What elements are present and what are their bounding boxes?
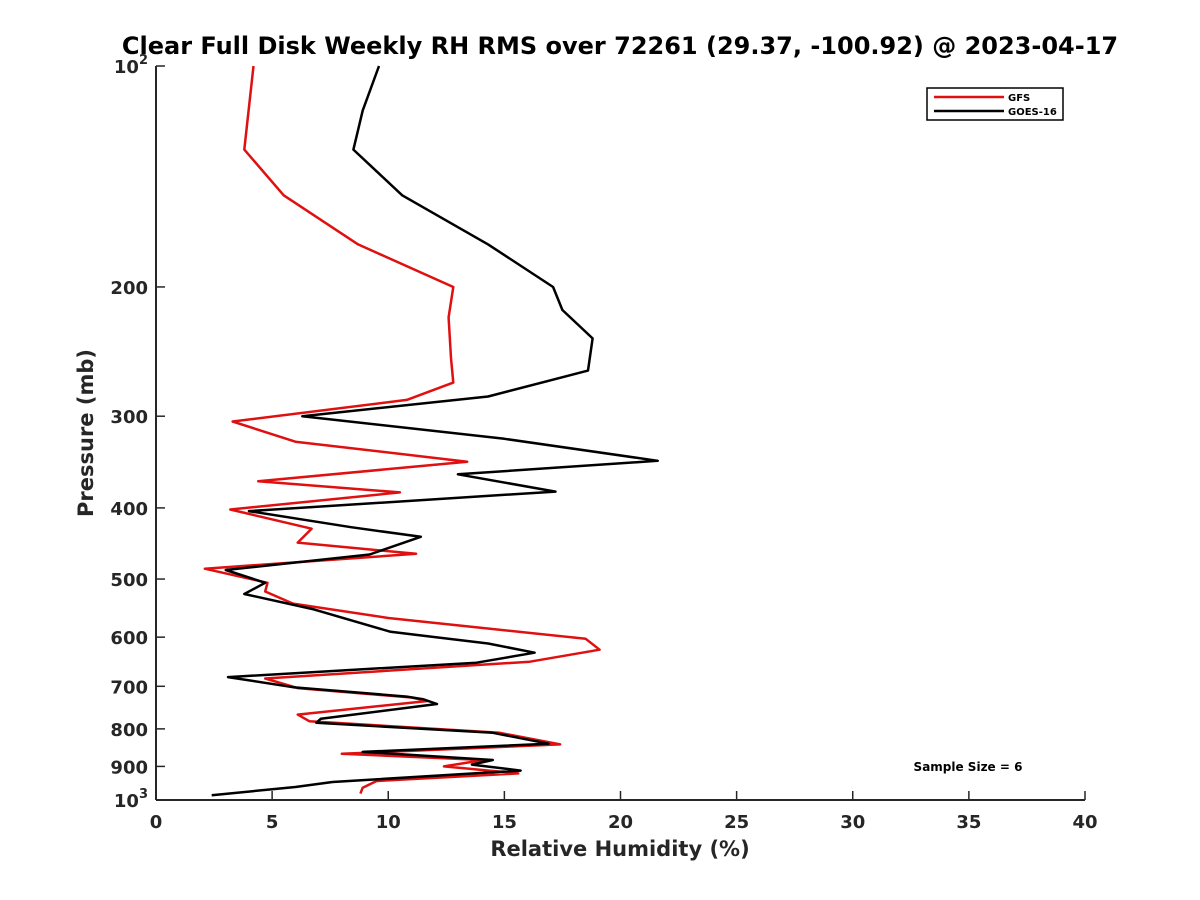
x-tick-label: 25 [724, 812, 749, 833]
x-tick-label: 10 [376, 812, 401, 833]
legend: GFS GOES-16 [926, 87, 1064, 121]
y-tick-label-exponent: 3 [139, 787, 148, 802]
y-tick-label-base: 900 [110, 757, 148, 778]
y-tick-label-base: 500 [110, 570, 148, 591]
y-tick-label: 600 [110, 628, 148, 649]
series-line-goes-16 [211, 65, 659, 797]
y-tick-label: 300 [110, 407, 148, 428]
legend-label-goes-16: GOES-16 [1008, 107, 1057, 118]
y-tick-label: 400 [110, 499, 148, 520]
y-tick-label-base: 700 [110, 677, 148, 698]
x-tick-label: 0 [150, 812, 163, 833]
legend-box [926, 87, 1064, 121]
x-tick-label: 40 [1072, 812, 1097, 833]
y-tick-label: 102 [114, 53, 148, 78]
series-lines [203, 65, 659, 797]
y-tick-label-base: 300 [110, 407, 148, 428]
y-tick-label-base: 10 [114, 791, 139, 812]
plot-area: 0 5 10 15 20 25 30 35 40 10220030040050060070080… [110, 53, 1097, 833]
x-tick-label: 35 [956, 812, 981, 833]
x-tick-label: 15 [492, 812, 517, 833]
legend-label-gfs: GFS [1008, 93, 1030, 104]
x-axis-ticks: 0 5 10 15 20 25 30 35 40 [150, 791, 1098, 833]
y-tick-label: 700 [110, 677, 148, 698]
y-tick-label-base: 200 [110, 278, 148, 299]
sample-size-annotation: Sample Size = 6 [914, 760, 1023, 774]
y-tick-label: 800 [110, 720, 148, 741]
y-tick-label: 500 [110, 570, 148, 591]
x-tick-label: 5 [266, 812, 279, 833]
series-line-gfs [203, 65, 601, 795]
y-tick-label: 200 [110, 278, 148, 299]
y-tick-label-base: 400 [110, 499, 148, 520]
x-tick-label: 30 [840, 812, 865, 833]
y-tick-label: 103 [114, 787, 148, 812]
y-tick-label-base: 800 [110, 720, 148, 741]
y-tick-label-base: 600 [110, 628, 148, 649]
x-axis-label: Relative Humidity (%) [490, 837, 749, 861]
y-tick-label-exponent: 2 [139, 53, 148, 68]
y-tick-label: 900 [110, 757, 148, 778]
chart-title: Clear Full Disk Weekly RH RMS over 72261… [122, 32, 1118, 60]
y-axis-label: Pressure (mb) [74, 349, 98, 517]
x-tick-label: 20 [608, 812, 633, 833]
y-tick-label-base: 10 [114, 57, 139, 78]
